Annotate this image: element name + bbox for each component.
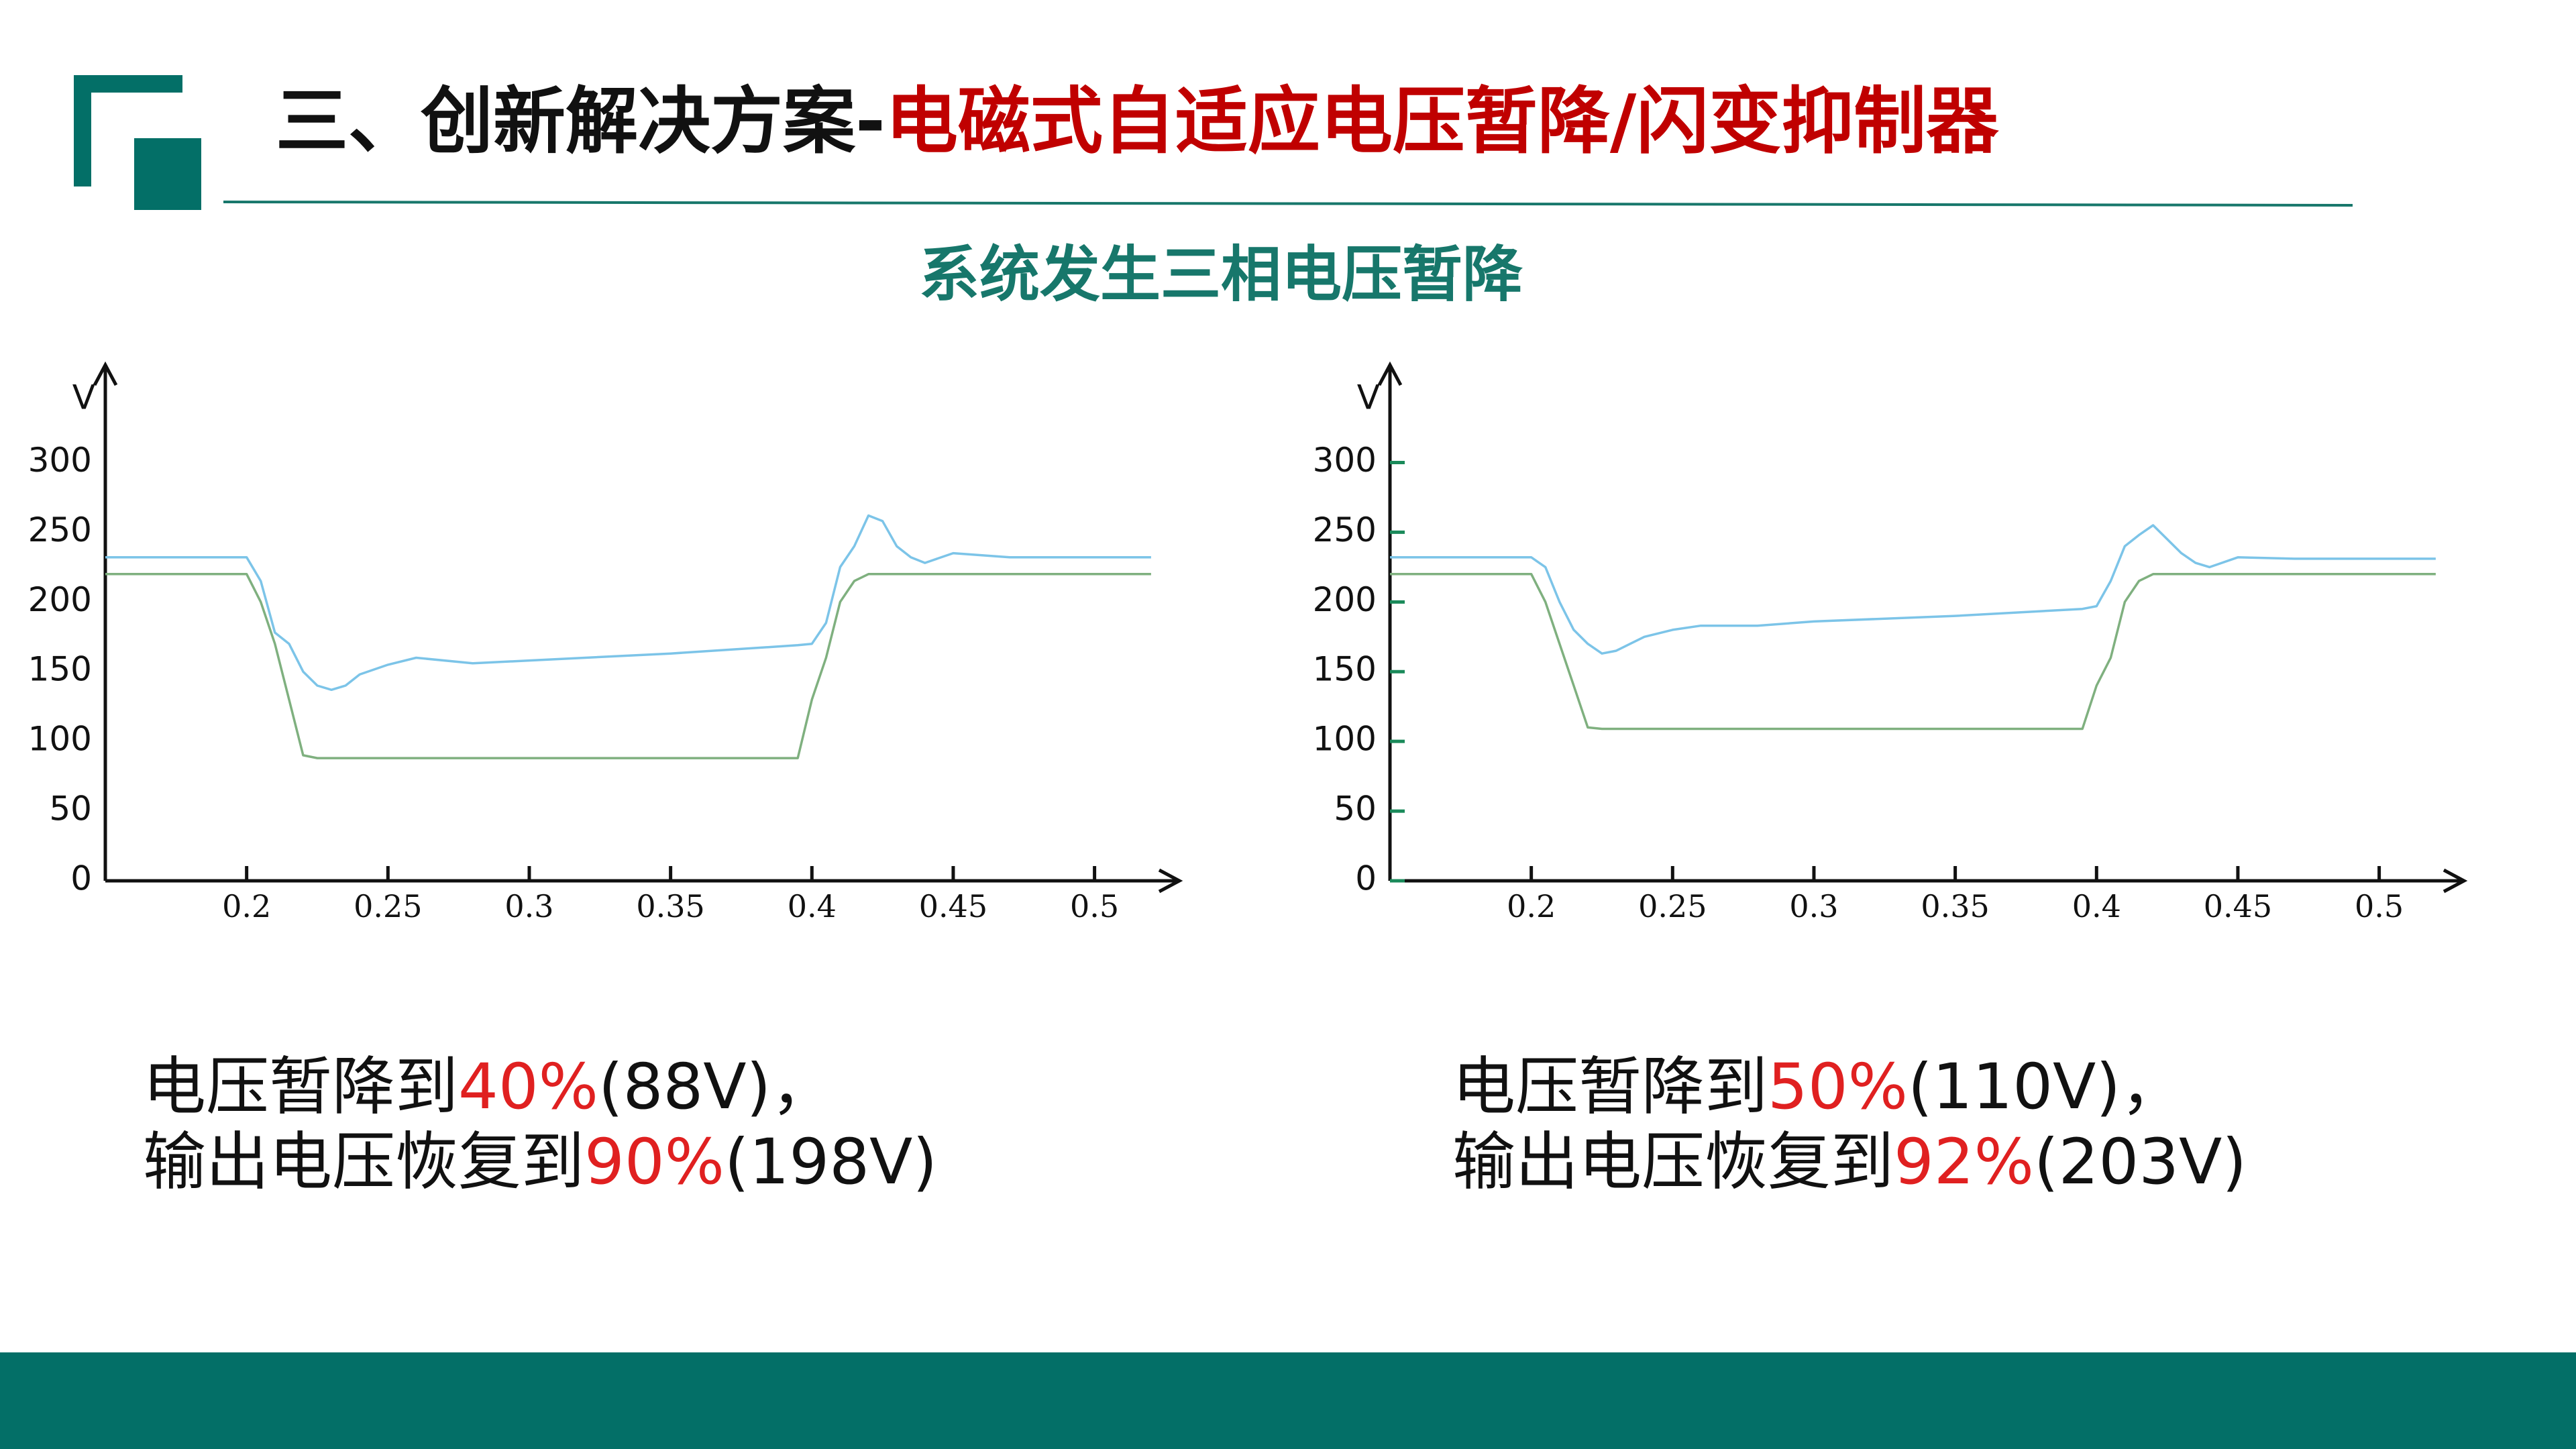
y-axis-label: V xyxy=(1357,378,1380,417)
caption-line: 输出电压恢复到92%(203V) xyxy=(1452,1125,2247,1200)
y-tick-label: 250 xyxy=(1313,511,1377,549)
caption-text: (203V) xyxy=(2033,1126,2247,1199)
y-tick-label: 50 xyxy=(1334,790,1377,828)
y-tick-label: 0 xyxy=(70,859,92,898)
caption-text: 输出电压恢复到 xyxy=(1452,1126,1894,1199)
y-tick-label: 300 xyxy=(1313,441,1377,480)
y-tick-label: 150 xyxy=(28,650,92,689)
y-tick-label: 0 xyxy=(1355,859,1377,898)
y-tick-label: 200 xyxy=(1313,580,1377,619)
caption-text: 40% xyxy=(458,1051,598,1124)
caption-text: 电压暂降到 xyxy=(1452,1051,1768,1124)
y-axis-arrow xyxy=(1377,361,1403,386)
y-tick-label: 150 xyxy=(1313,650,1377,689)
y-axis-label: V xyxy=(72,378,95,417)
x-tick-label: 0.25 xyxy=(1638,888,1707,924)
x-tick-label: 0.4 xyxy=(2072,888,2121,924)
series-line xyxy=(105,514,1151,692)
x-tick-label: 0.35 xyxy=(636,888,704,924)
y-tick-label: 50 xyxy=(49,790,92,828)
caption-line: 电压暂降到40%(88V)， xyxy=(143,1050,937,1125)
logo xyxy=(74,75,201,210)
x-tick-label: 0.35 xyxy=(1921,888,1989,924)
caption-text: (88V)， xyxy=(598,1051,835,1124)
x-tick-label: 0.3 xyxy=(504,888,553,924)
series-line xyxy=(1390,573,2436,731)
caption-line: 电压暂降到50%(110V)， xyxy=(1452,1050,2247,1125)
y-tick-label: 100 xyxy=(28,720,92,759)
footer-bar xyxy=(0,1352,2576,1449)
x-tick-label: 0.5 xyxy=(1070,888,1119,924)
y-tick-label: 100 xyxy=(1313,720,1377,759)
caption-text: 92% xyxy=(1894,1126,2034,1199)
series-line xyxy=(1390,524,2436,655)
caption-line: 输出电压恢复到90%(198V) xyxy=(143,1125,937,1200)
x-tick-label: 0.2 xyxy=(1507,888,1556,924)
x-tick-label: 0.2 xyxy=(222,888,271,924)
caption-text: 90% xyxy=(584,1126,724,1199)
x-tick-label: 0.4 xyxy=(788,888,837,924)
y-axis-arrow xyxy=(93,361,118,386)
caption: 电压暂降到40%(88V)， 输出电压恢复到90%(198V) xyxy=(143,1050,937,1200)
caption-text: (198V) xyxy=(724,1126,938,1199)
y-tick-label: 200 xyxy=(28,580,92,619)
caption-text: 50% xyxy=(1768,1051,1908,1124)
subtitle: 系统发生三相电压暂降 xyxy=(919,239,1523,310)
slide-title: 三、创新解决方案-电磁式自适应电压暂降/闪变抑制器 xyxy=(276,86,1998,158)
rule-line xyxy=(223,201,2353,207)
x-tick-label: 0.25 xyxy=(354,888,422,924)
x-axis-arrow xyxy=(2443,868,2468,894)
y-tick-label: 300 xyxy=(28,441,92,480)
title-part: 电磁式自适应电压暂降/闪变抑制器 xyxy=(885,80,1999,164)
x-axis-arrow xyxy=(1158,868,1183,894)
caption: 电压暂降到50%(110V)， 输出电压恢复到92%(203V) xyxy=(1452,1050,2247,1200)
x-tick-label: 0.45 xyxy=(919,888,987,924)
logo-bracket xyxy=(74,75,182,186)
caption-text: 电压暂降到 xyxy=(143,1051,459,1124)
x-tick-label: 0.5 xyxy=(2355,888,2404,924)
x-tick-label: 0.45 xyxy=(2204,888,2272,924)
caption-text: (110V)， xyxy=(1907,1051,2184,1124)
caption-text: 输出电压恢复到 xyxy=(143,1126,585,1199)
series-line xyxy=(105,573,1151,759)
y-tick-label: 250 xyxy=(28,511,92,549)
x-tick-label: 0.3 xyxy=(1789,888,1838,924)
logo-square xyxy=(134,138,201,210)
title-part: 三、创新解决方案- xyxy=(276,80,885,164)
title-rule xyxy=(223,201,2353,207)
